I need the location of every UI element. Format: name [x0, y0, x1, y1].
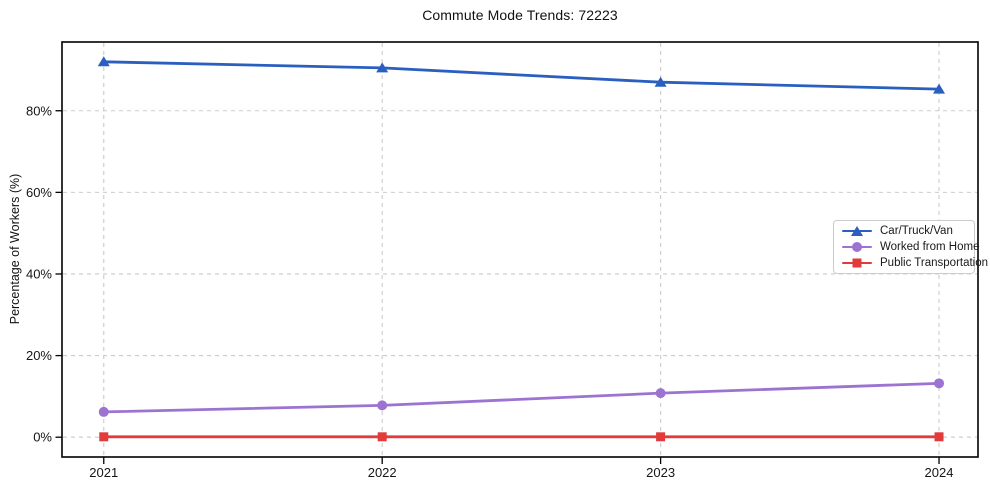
- legend-item: Public Transportation: [842, 256, 988, 271]
- data-point-circle-marker: [98, 406, 109, 417]
- legend: Car/Truck/Van Worked from Home Public Tran…: [833, 220, 988, 274]
- legend-item-label: Worked from Home: [880, 241, 980, 253]
- legend-swatch: [842, 225, 872, 237]
- y-tick-label: 60%: [26, 185, 52, 200]
- legend-item-label: Public Transportation: [880, 257, 989, 269]
- data-point-square-marker: [377, 432, 387, 442]
- data-point-triangle-marker: [97, 56, 110, 67]
- legend-swatch: [842, 257, 872, 269]
- legend-item: Worked from Home: [842, 240, 979, 255]
- legend-item: Car/Truck/Van: [842, 224, 970, 239]
- data-point-triangle-marker: [376, 62, 389, 73]
- series-line: [102, 60, 941, 91]
- legend-square-icon: [852, 258, 862, 268]
- y-tick-label: 40%: [26, 266, 52, 281]
- y-tick-label: 20%: [26, 348, 52, 363]
- x-tick-label: 2023: [646, 465, 675, 480]
- y-axis-label: Percentage of Workers (%): [8, 173, 22, 325]
- data-point-circle-marker: [655, 388, 666, 399]
- x-tick-label: 2024: [925, 465, 954, 480]
- legend-circle-icon: [852, 242, 862, 252]
- x-tick-label: 2021: [89, 465, 118, 480]
- data-point-square-marker: [656, 432, 666, 442]
- series-line: [102, 381, 941, 414]
- legend-item-label: Car/Truck/Van: [880, 225, 953, 237]
- y-tick-label: 0%: [33, 430, 52, 445]
- data-point-circle-marker: [934, 378, 945, 389]
- legend-triangle-icon: [851, 226, 863, 236]
- legend-swatch: [842, 241, 872, 253]
- plot-border: [61, 41, 979, 458]
- data-point-circle-marker: [377, 400, 388, 411]
- data-point-square-marker: [99, 432, 109, 442]
- data-point-triangle-marker: [654, 76, 667, 87]
- x-tick-label: 2022: [368, 465, 397, 480]
- data-point-square-marker: [934, 432, 944, 442]
- chart-title: Commute Mode Trends: 72223: [422, 7, 618, 23]
- data-point-triangle-marker: [933, 83, 946, 94]
- y-tick-label: 80%: [26, 103, 52, 118]
